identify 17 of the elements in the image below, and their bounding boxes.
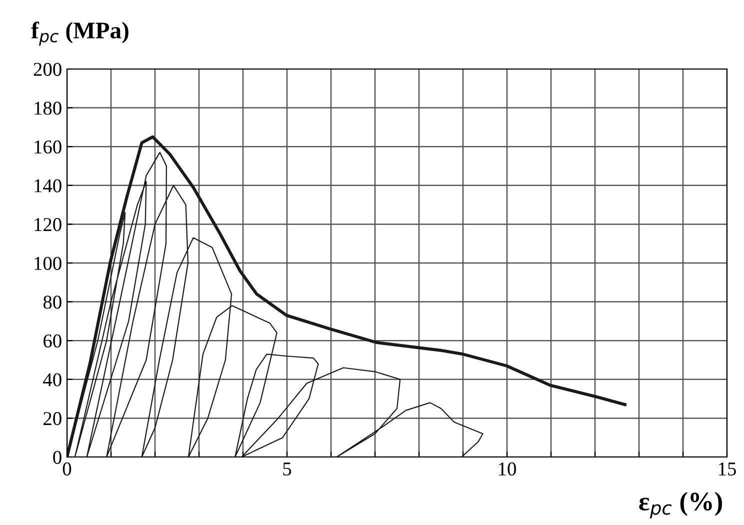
x-tick-label: 5 <box>283 462 292 476</box>
y-axis-title: f$_{pc}$ (MPa) <box>31 22 128 46</box>
y-tick-label: 200 <box>34 62 62 76</box>
x-tick-label: 15 <box>718 462 736 476</box>
y-tick-label: 120 <box>34 218 62 232</box>
x-axis-title: ε$_{pc}$ (%) <box>639 492 722 518</box>
y-tick-label: 40 <box>43 373 62 386</box>
y-tick-label: 140 <box>34 179 62 192</box>
y-tick-label: 160 <box>34 140 62 154</box>
y-tick-label: 20 <box>44 412 62 426</box>
x-tick-label: 0 <box>62 462 72 476</box>
y-tick-label: 80 <box>43 296 62 309</box>
y-tick-label: 0 <box>53 450 62 464</box>
x-tick-label: 10 <box>498 462 516 476</box>
y-tick-label: 60 <box>44 334 62 348</box>
y-tick-label: 100 <box>34 256 62 270</box>
y-tick-label: 180 <box>34 102 62 115</box>
